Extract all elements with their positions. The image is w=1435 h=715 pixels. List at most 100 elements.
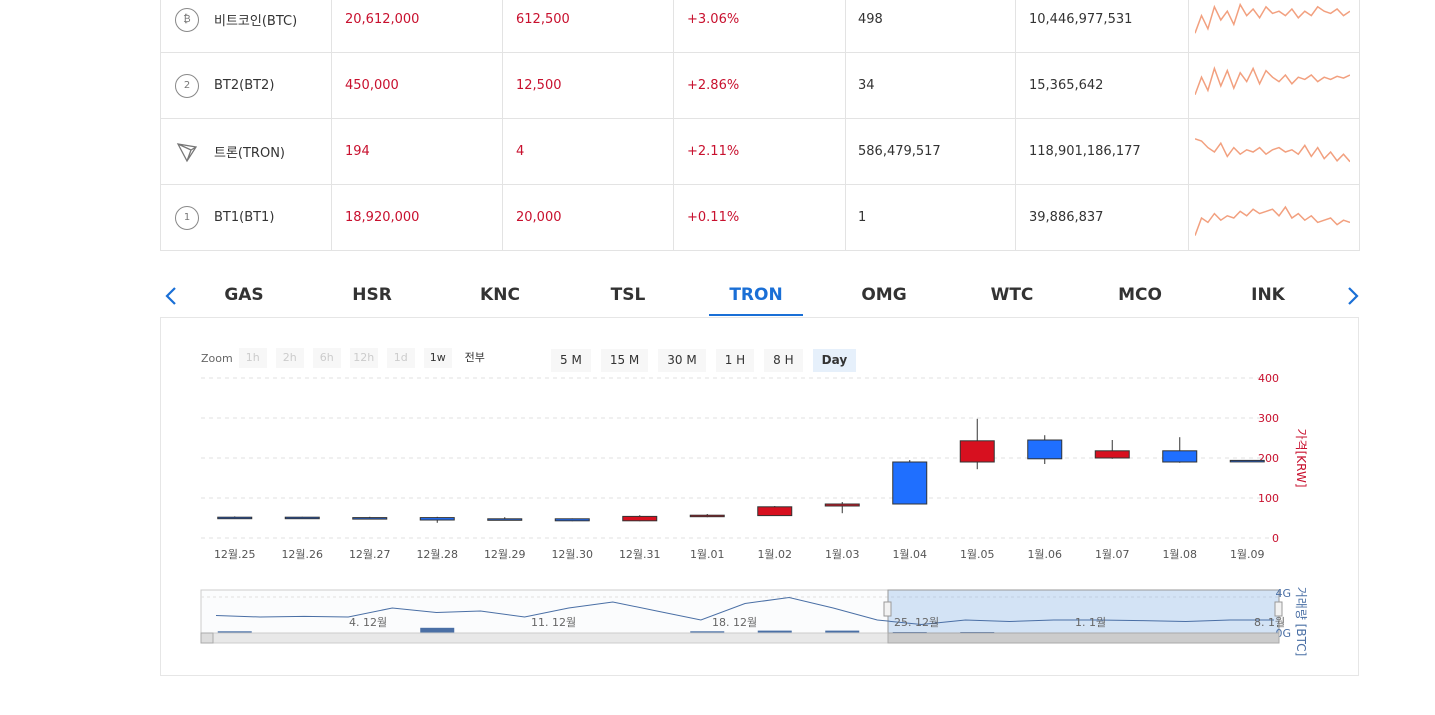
navigator-date-label: 8. 1월 xyxy=(1254,616,1285,629)
volume-cell: 34 xyxy=(846,53,1016,118)
change-rate-cell: +3.06% xyxy=(674,0,846,52)
y-tick-label: 400 xyxy=(1258,372,1279,385)
tab-wtc[interactable]: WTC xyxy=(990,285,1034,305)
zoom-6h-button[interactable]: 6h xyxy=(312,348,341,368)
sparkline-cell xyxy=(1189,185,1359,250)
change-rate-cell: +2.11% xyxy=(674,119,846,184)
period-1h-button[interactable]: 1 H xyxy=(715,349,755,372)
price-cell: 194 xyxy=(332,119,503,184)
tab-hsr[interactable]: HSR xyxy=(352,285,392,305)
period-5m-button[interactable]: 5 M xyxy=(551,349,591,372)
y-tick-label: 300 xyxy=(1258,412,1279,425)
period-bar: 5 M 15 M 30 M 1 H 8 H Day xyxy=(551,349,866,372)
coin-tabs: GAS HSR KNC TSL TRON OMG WTC MCO INK xyxy=(160,276,1360,316)
bitcoin-icon: ₿ xyxy=(175,7,199,32)
x-tick-label: 12월.28 xyxy=(416,548,458,561)
table-row[interactable]: 트론(TRON) 194 4 +2.11% 586,479,517 118,901,186… xyxy=(161,119,1359,185)
period-30m-button[interactable]: 30 M xyxy=(658,349,706,372)
change-cell: 20,000 xyxy=(503,185,674,250)
zoom-bar: Zoom 1h 2h 6h 12h 1d 1w 전부 xyxy=(201,348,498,368)
navigator-handle-right[interactable] xyxy=(1274,601,1283,617)
sparkline-cell xyxy=(1189,53,1359,118)
candle-body xyxy=(419,517,455,521)
sparkline-cell xyxy=(1189,0,1359,52)
candle-body xyxy=(1229,459,1265,463)
candle-body xyxy=(757,506,793,517)
tab-ink[interactable]: INK xyxy=(1251,285,1285,305)
tab-gas[interactable]: GAS xyxy=(224,285,264,305)
volume-axis-label: 거래량 [BTC] xyxy=(1294,587,1308,657)
amount-cell: 118,901,186,177 xyxy=(1016,119,1189,184)
tab-mco[interactable]: MCO xyxy=(1118,285,1162,305)
coin-name[interactable]: BT1(BT1) xyxy=(214,210,275,225)
coin-name[interactable]: 비트코인(BTC) xyxy=(214,14,298,29)
price-cell: 20,612,000 xyxy=(332,0,503,52)
period-day-button[interactable]: Day xyxy=(812,349,857,372)
zoom-all-button[interactable]: 전부 xyxy=(464,351,485,364)
tab-knc[interactable]: KNC xyxy=(480,285,520,305)
candle-body xyxy=(824,503,860,507)
sparkline xyxy=(1195,2,1350,33)
sparkline-chart xyxy=(1195,205,1350,236)
candle-body xyxy=(959,440,995,463)
x-tick-label: 12월.31 xyxy=(619,548,661,561)
zoom-1h-button[interactable]: 1h xyxy=(238,348,267,368)
zoom-label: Zoom xyxy=(201,351,233,365)
volume-tick-label: 4G xyxy=(1275,587,1291,600)
volume-cell: 586,479,517 xyxy=(846,119,1016,184)
zoom-12h-button[interactable]: 12h xyxy=(349,348,378,368)
chevron-left-icon[interactable] xyxy=(163,285,183,307)
price-cell: 18,920,000 xyxy=(332,185,503,250)
candle-body xyxy=(892,461,928,505)
tab-omg[interactable]: OMG xyxy=(861,285,907,305)
sparkline-chart xyxy=(1195,65,1350,95)
sparkline-chart xyxy=(1195,2,1350,33)
table-row[interactable]: 1 BT1(BT1) 18,920,000 20,000 +0.11% 1 39,886,8… xyxy=(161,185,1359,251)
zoom-1w-button[interactable]: 1w xyxy=(423,348,452,368)
candlestick-chart: 0 100 200 300 400 가격[KRW] 12월.25 12월.26 12월.27 12… xyxy=(200,372,1308,657)
navigator-date-label: 1. 1월 xyxy=(1075,616,1106,629)
x-tick-label: 1월.08 xyxy=(1162,548,1197,561)
coin-name-cell: 1 BT1(BT1) xyxy=(161,185,332,250)
tab-tron[interactable]: TRON xyxy=(709,276,803,316)
x-tick-label: 1월.01 xyxy=(690,548,725,561)
x-tick-label: 12월.29 xyxy=(484,548,526,561)
chevron-right-icon[interactable] xyxy=(1345,285,1365,307)
candle-body xyxy=(217,516,253,520)
table-row[interactable]: 2 BT2(BT2) 450,000 12,500 +2.86% 34 15,365,642 xyxy=(161,53,1359,119)
table-row[interactable]: ₿ 비트코인(BTC) 20,612,000 612,500 +3.06% 498 10,4… xyxy=(161,0,1359,53)
x-tick-label: 1월.07 xyxy=(1095,548,1130,561)
scroll-left-button[interactable] xyxy=(200,632,214,644)
candle-body xyxy=(622,515,658,522)
period-15m-button[interactable]: 15 M xyxy=(600,349,649,372)
navigator-scroll-thumb xyxy=(887,632,1280,644)
x-tick-label: 1월.04 xyxy=(892,548,927,561)
navigator-handle-left[interactable] xyxy=(883,601,892,617)
candle-body xyxy=(689,514,725,518)
y-tick-label: 0 xyxy=(1272,532,1279,545)
candle-body xyxy=(1027,439,1063,460)
period-8h-button[interactable]: 8 H xyxy=(764,349,803,372)
change-cell: 4 xyxy=(503,119,674,184)
change-cell: 12,500 xyxy=(503,53,674,118)
price-chart-panel: Zoom 1h 2h 6h 12h 1d 1w 전부 5 M 15 M 30 M 1 H 8 H Da… xyxy=(160,317,1359,676)
navigator-date-label: 4. 12월 xyxy=(349,616,387,629)
sparkline-chart xyxy=(1195,137,1350,162)
volume-cell: 1 xyxy=(846,185,1016,250)
change-rate-cell: +0.11% xyxy=(674,185,846,250)
candle-body xyxy=(1162,450,1198,463)
coin-name[interactable]: 트론(TRON) xyxy=(214,146,285,161)
coin-name[interactable]: BT2(BT2) xyxy=(214,78,275,93)
coin-name-cell: ₿ 비트코인(BTC) xyxy=(161,0,332,52)
candle-body xyxy=(352,517,388,520)
tab-tsl[interactable]: TSL xyxy=(610,285,646,305)
candle-body xyxy=(284,516,320,520)
navigator-date-label: 18. 12월 xyxy=(712,616,757,629)
y-axis-label: 가격[KRW] xyxy=(1294,428,1308,487)
candle-body xyxy=(487,518,523,521)
candle-body xyxy=(554,518,590,522)
zoom-1d-button[interactable]: 1d xyxy=(386,348,415,368)
zoom-2h-button[interactable]: 2h xyxy=(275,348,304,368)
sparkline xyxy=(1195,205,1350,236)
coin-table: ₿ 비트코인(BTC) 20,612,000 612,500 +3.06% 498 10,4… xyxy=(160,0,1360,251)
